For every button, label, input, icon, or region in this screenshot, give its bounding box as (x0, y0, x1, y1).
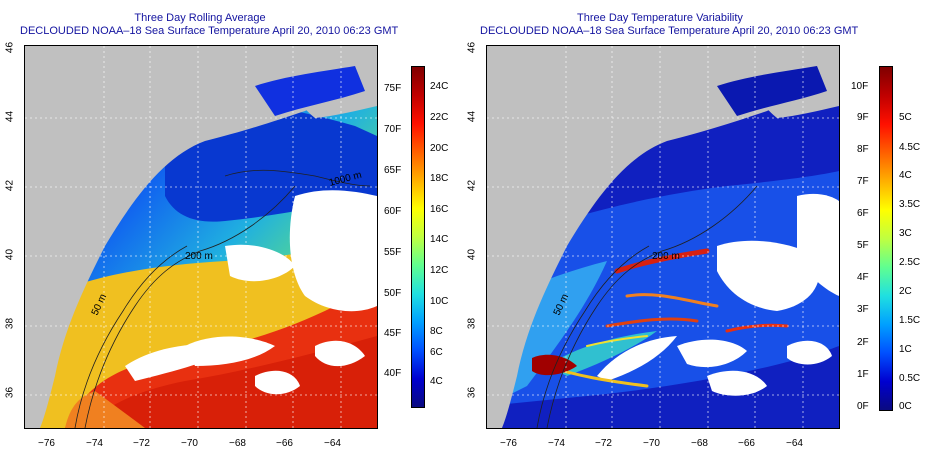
lon-tick: −72 (133, 438, 150, 449)
c-label: 4C (899, 170, 912, 181)
f-label: 7F (857, 176, 869, 187)
c-label: 16C (430, 204, 449, 215)
c-label: 6C (430, 347, 443, 358)
lon-tick: −64 (786, 438, 803, 449)
f-label: 50F (384, 288, 402, 299)
lat-tick: 42 (466, 179, 478, 192)
f-label: 75F (384, 83, 402, 94)
c-label: 1C (899, 344, 912, 355)
c-label: 22C (430, 112, 449, 123)
c-label: 10C (430, 296, 449, 307)
temperature-colorbar (411, 66, 425, 408)
c-label: 0.5C (899, 373, 921, 384)
sst-average-map: 200 m 50 m 1000 m (24, 45, 378, 429)
f-label: 2F (857, 337, 869, 348)
contour-label-200m: 200 m (652, 251, 680, 262)
c-label: 12C (430, 265, 449, 276)
c-label: 1.5C (899, 315, 921, 326)
lon-tick: −72 (595, 438, 612, 449)
lon-tick: −66 (738, 438, 755, 449)
lon-tick: −68 (229, 438, 246, 449)
lat-tick: 40 (4, 248, 16, 261)
lon-tick: −76 (38, 438, 55, 449)
lon-tick: −70 (181, 438, 198, 449)
c-label: 20C (430, 143, 449, 154)
c-label: 8C (430, 326, 443, 337)
right-subtitle: DECLOUDED NOAA–18 Sea Surface Temperatur… (480, 25, 859, 37)
f-label: 60F (384, 206, 402, 217)
lat-tick: 36 (4, 386, 16, 399)
lat-tick: 46 (466, 41, 478, 54)
c-label: 3.5C (899, 199, 921, 210)
f-label: 9F (857, 112, 869, 123)
c-label: 24C (430, 81, 449, 92)
f-label: 5F (857, 240, 869, 251)
left-subtitle: DECLOUDED NOAA–18 Sea Surface Temperatur… (20, 25, 399, 37)
lon-tick: −74 (548, 438, 565, 449)
lat-tick: 44 (4, 110, 16, 123)
right-title: Three Day Temperature Variability (577, 12, 743, 24)
c-label: 0C (899, 401, 912, 412)
c-label: 14C (430, 234, 449, 245)
lon-tick: −70 (643, 438, 660, 449)
f-label: 0F (857, 401, 869, 412)
f-label: 45F (384, 328, 402, 339)
f-label: 10F (851, 81, 869, 92)
f-label: 70F (384, 124, 402, 135)
lat-tick: 36 (466, 386, 478, 399)
contour-label-200m: 200 m (185, 251, 213, 262)
c-label: 4.5C (899, 142, 921, 153)
lat-tick: 40 (466, 248, 478, 261)
f-label: 6F (857, 208, 869, 219)
f-label: 3F (857, 304, 869, 315)
f-label: 4F (857, 272, 869, 283)
f-label: 65F (384, 165, 402, 176)
lon-tick: −76 (500, 438, 517, 449)
f-label: 40F (384, 368, 402, 379)
lat-tick: 38 (466, 317, 478, 330)
f-label: 1F (857, 369, 869, 380)
lon-tick: −68 (691, 438, 708, 449)
lat-tick: 46 (4, 41, 16, 54)
f-label: 55F (384, 247, 402, 258)
lat-tick: 38 (4, 317, 16, 330)
c-label: 3C (899, 228, 912, 239)
c-label: 2C (899, 286, 912, 297)
lon-tick: −66 (276, 438, 293, 449)
left-title: Three Day Rolling Average (134, 12, 266, 24)
c-label: 4C (430, 376, 443, 387)
c-label: 18C (430, 173, 449, 184)
lat-tick: 42 (4, 179, 16, 192)
lat-tick: 44 (466, 110, 478, 123)
sst-variability-map: 200 m 50 m (486, 45, 840, 429)
variability-colorbar (879, 66, 893, 411)
c-label: 5C (899, 112, 912, 123)
lon-tick: −74 (86, 438, 103, 449)
lon-tick: −64 (324, 438, 341, 449)
c-label: 2.5C (899, 257, 921, 268)
f-label: 8F (857, 144, 869, 155)
